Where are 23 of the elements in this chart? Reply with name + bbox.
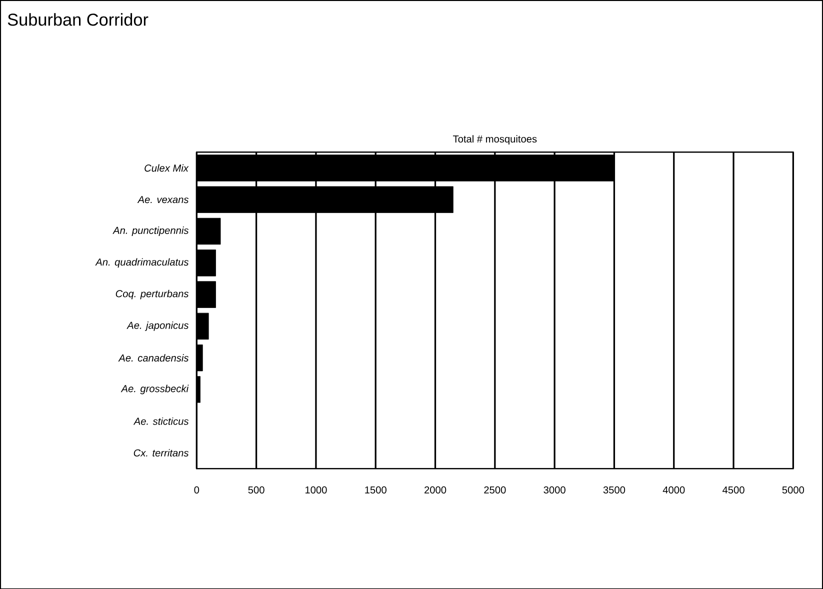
y-tick-label: Coq. perturbans [116,290,189,300]
x-tick-label: 1500 [365,486,386,494]
x-tick-label: 5000 [782,486,804,494]
y-tick-label: An. punctipennis [112,226,189,236]
x-tick-label: 1000 [305,486,327,494]
x-tick-label: 2000 [424,486,446,494]
x-tick-label: 0 [194,486,200,494]
x-tick-label: 2500 [484,486,506,494]
x-tick-label: 3000 [544,486,566,494]
y-tick-label: Culex Mix [144,164,189,172]
chart-title: Suburban Corridor [8,12,148,26]
y-tick-label: An. quadrimaculatus [95,258,189,268]
y-tick-label: Ae. grossbecki [120,384,189,394]
y-tick-label: Cx. territans [134,448,189,456]
x-tick-label: 3500 [603,486,626,494]
y-tick-label: Ae. sticticus [133,417,189,425]
y-tick-label: Ae. canadensis [118,354,189,362]
x-tick-label: 4000 [662,486,685,494]
x-tick-label: 500 [248,486,264,494]
x-axis-title: Total # mosquitoes [452,134,537,144]
y-tick-label: Ae. vexans [137,196,189,203]
x-tick-label: 4500 [722,486,744,494]
y-tick-label: Ae. japonicus [126,321,189,331]
